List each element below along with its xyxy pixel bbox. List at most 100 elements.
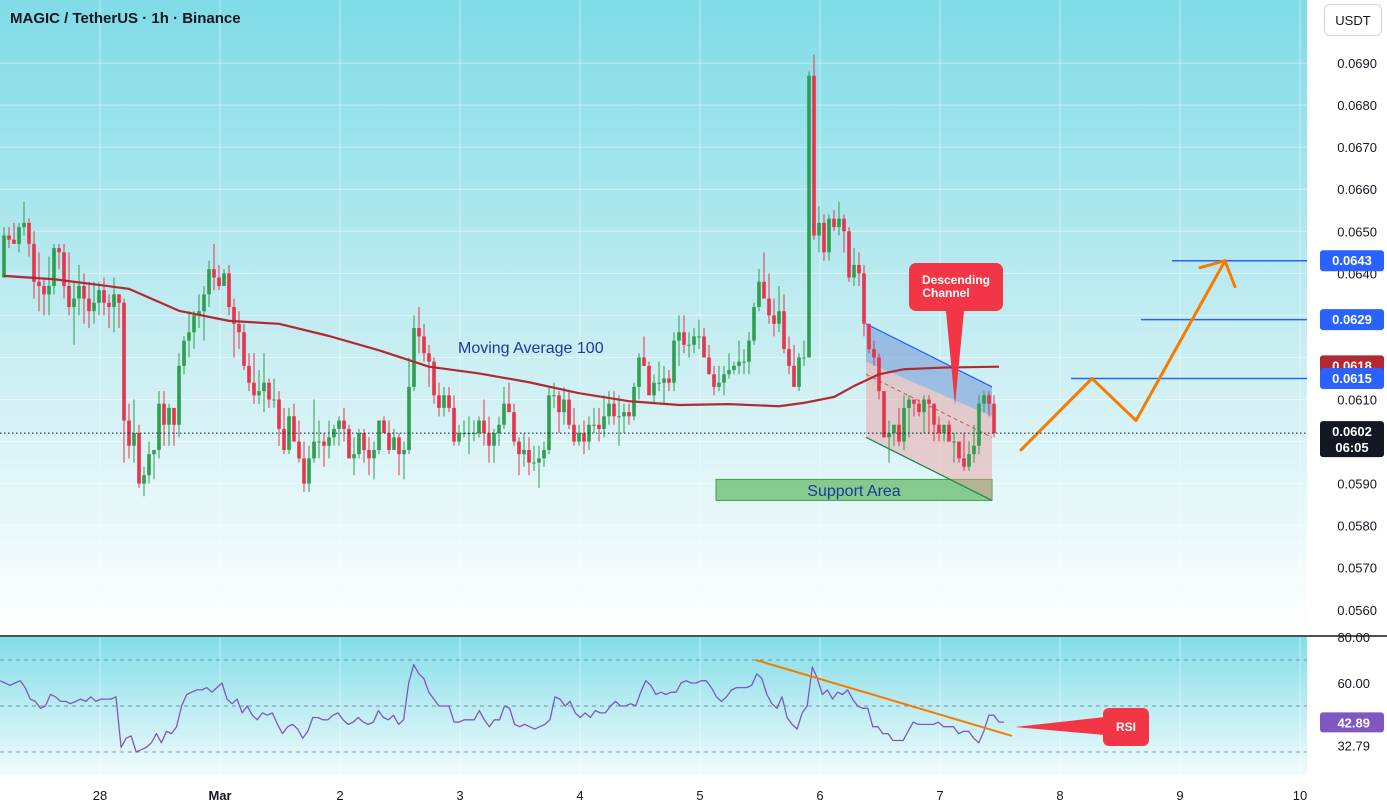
- candle-up: [317, 441, 321, 443]
- candle-down: [897, 424, 901, 442]
- time-axis-tick-label: 3: [456, 788, 463, 803]
- candle-up: [807, 75, 811, 358]
- time-axis-tick-label: 6: [816, 788, 823, 803]
- time-axis-tick-label: 28: [93, 788, 107, 803]
- candle-up: [92, 302, 96, 312]
- time-axis-tick-label: 7: [936, 788, 943, 803]
- candle-down: [422, 336, 426, 354]
- candle-down: [32, 243, 36, 282]
- price-axis-tick-label: 0.0660: [1337, 182, 1377, 197]
- candle-down: [217, 277, 221, 286]
- moving-average-label: Moving Average 100: [458, 340, 604, 357]
- candle-down: [252, 382, 256, 396]
- currency-button[interactable]: USDT: [1324, 4, 1382, 36]
- rsi-callout-text: RSI: [1116, 720, 1136, 734]
- candle-down: [962, 458, 966, 467]
- candle-down: [792, 365, 796, 387]
- candle-up: [352, 454, 356, 459]
- candle-up: [892, 424, 896, 434]
- candle-down: [937, 424, 941, 434]
- candle-up: [177, 365, 181, 425]
- candle-up: [967, 454, 971, 467]
- candle-down: [67, 285, 71, 307]
- candle-down: [427, 353, 431, 362]
- candle-up: [952, 441, 956, 443]
- candle-down: [767, 298, 771, 316]
- candle-up: [207, 269, 211, 295]
- projection-path: [1019, 259, 1227, 452]
- price-axis-tick-label: 0.0590: [1337, 477, 1377, 492]
- candle-down: [557, 395, 561, 413]
- price-axis-badge-value: 0.0602: [1332, 424, 1372, 439]
- candle-up: [262, 382, 266, 392]
- candle-up: [392, 437, 396, 450]
- candle-up: [652, 382, 656, 396]
- candle-up: [677, 332, 681, 341]
- candle-down: [12, 239, 16, 244]
- candle-down: [42, 285, 46, 295]
- candle-down: [342, 420, 346, 429]
- candle-down: [572, 424, 576, 442]
- candle-down: [597, 424, 601, 429]
- candle-up: [637, 357, 641, 387]
- price-axis-tick-label: 0.0650: [1337, 224, 1377, 239]
- candle-down: [882, 391, 886, 438]
- time-axis-tick-label: 2: [336, 788, 343, 803]
- descending-channel-upper-fill: [866, 323, 992, 417]
- candle-up: [402, 449, 406, 455]
- candle-up: [52, 248, 56, 286]
- descending-channel-callout-box: [909, 263, 1003, 311]
- candle-up: [332, 428, 336, 438]
- candle-up: [747, 340, 751, 362]
- candle-down: [812, 75, 816, 236]
- price-axis-tick-label: 0.0690: [1337, 56, 1377, 71]
- candle-up: [797, 357, 801, 387]
- candle-up: [17, 227, 21, 244]
- candle-down: [987, 395, 991, 404]
- candle-down: [822, 222, 826, 253]
- candle-up: [492, 433, 496, 446]
- candle-up: [337, 420, 341, 429]
- candle-down: [367, 449, 371, 459]
- candle-down: [282, 428, 286, 450]
- candle-up: [742, 361, 746, 363]
- candle-up: [97, 290, 101, 303]
- price-pane-background: [0, 0, 1307, 635]
- candle-down: [57, 248, 61, 253]
- support-area-label: Support Area: [807, 483, 901, 500]
- candle-up: [827, 218, 831, 253]
- candle-up: [182, 340, 186, 366]
- candle-up: [187, 332, 191, 341]
- time-axis-background: [0, 775, 1307, 811]
- candle-up: [817, 222, 821, 236]
- candle-up: [982, 395, 986, 404]
- candle-down: [682, 332, 686, 345]
- rsi-trendline: [755, 659, 1013, 737]
- candle-down: [237, 323, 241, 333]
- candle-up: [592, 424, 596, 426]
- candle-up: [72, 298, 76, 307]
- candle-up: [607, 403, 611, 417]
- candle-down: [267, 382, 271, 400]
- candle-down: [247, 365, 251, 383]
- time-axis-tick-label: Mar: [208, 788, 231, 803]
- candle-down: [782, 311, 786, 350]
- candle-up: [192, 315, 196, 333]
- channel-lower-line: [865, 436, 993, 502]
- candle-down: [232, 306, 236, 324]
- candle-up: [692, 336, 696, 345]
- candle-up: [167, 407, 171, 425]
- candle-down: [117, 294, 121, 303]
- candle-up: [312, 441, 316, 459]
- candle-down: [62, 252, 66, 286]
- candle-down: [487, 433, 491, 446]
- candle-down: [867, 323, 871, 350]
- candle-down: [417, 328, 421, 337]
- channel-upper-line: [865, 323, 993, 388]
- candle-up: [412, 328, 416, 387]
- candle-down: [832, 218, 836, 228]
- candle-up: [197, 311, 201, 316]
- candle-up: [922, 399, 926, 413]
- candle-up: [357, 433, 361, 455]
